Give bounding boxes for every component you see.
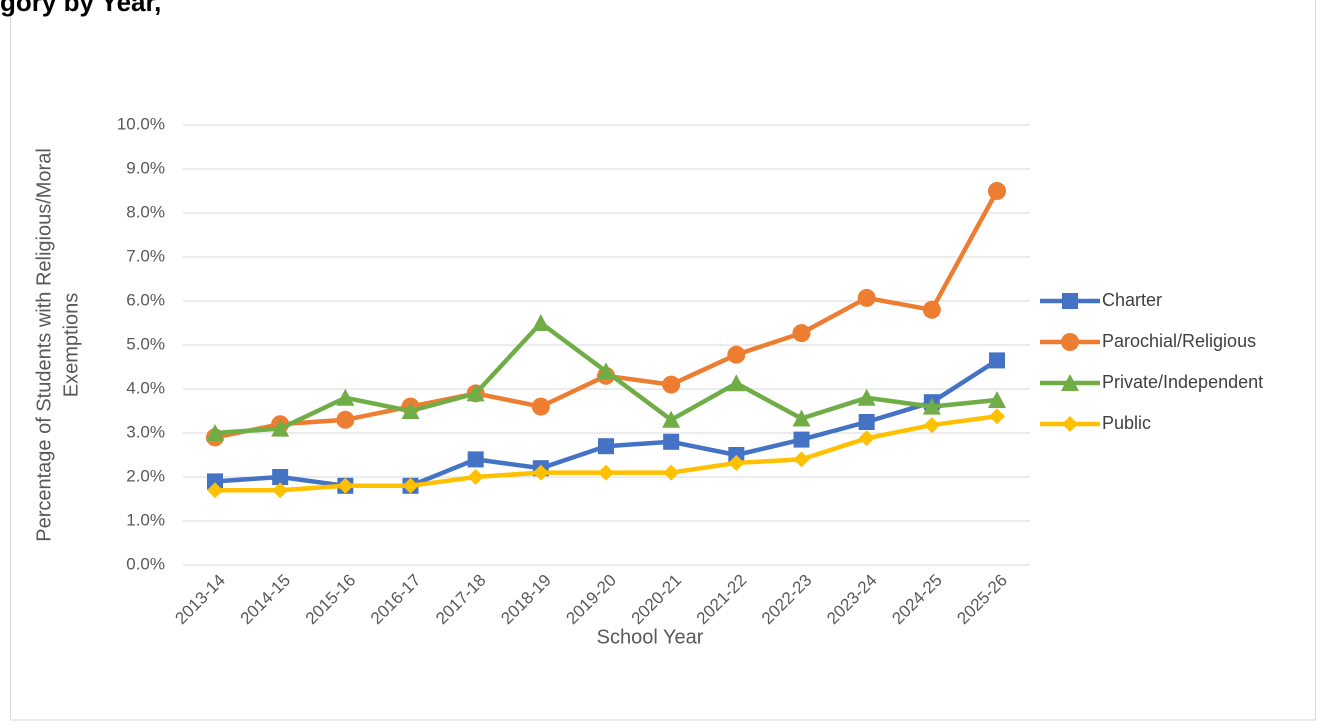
y-tick-label: 6.0% [126, 290, 165, 309]
y-tick-label: 5.0% [126, 334, 165, 353]
marker [532, 464, 549, 481]
marker [207, 473, 223, 490]
legend-text: Parochial/Religious [1102, 331, 1256, 351]
x-tick-label: 2025-26 [953, 571, 1011, 629]
marker [336, 410, 355, 429]
marker [597, 362, 615, 380]
y-tick-label: 7.0% [126, 246, 165, 265]
marker [793, 431, 810, 448]
marker [466, 384, 485, 402]
marker [402, 477, 419, 494]
marker [727, 345, 746, 364]
marker [207, 482, 223, 499]
marker [793, 451, 810, 468]
legend-text: Charter [1102, 290, 1162, 310]
x-tick-label: 2017-18 [432, 571, 490, 629]
legend-marker [1062, 416, 1078, 432]
marker [989, 408, 1005, 425]
legend-text: Private/Independent [1102, 372, 1263, 392]
marker [206, 424, 224, 441]
x-axis-title: School Year [597, 626, 704, 648]
marker [598, 464, 614, 481]
marker [923, 417, 940, 434]
y-tick-label: 8.0% [126, 202, 165, 221]
y-tick-label: 0.0% [126, 554, 165, 573]
x-tick-label: 2020-21 [628, 571, 686, 629]
y-axis-title: Percentage of Students with Religious/Mo… [33, 148, 82, 542]
legend-text: Public [1102, 413, 1151, 433]
marker [272, 469, 289, 485]
marker [989, 352, 1005, 369]
y-axis-title-line: Percentage of Students with Religious/Mo… [33, 148, 55, 542]
y-tick-label: 3.0% [126, 422, 165, 441]
y-tick-label: 10.0% [117, 114, 165, 133]
marker [662, 375, 681, 394]
marker [336, 388, 355, 406]
x-tick-label: 2018-19 [497, 571, 555, 629]
y-tick-label: 9.0% [126, 158, 165, 177]
x-tick-label: 2022-23 [758, 571, 816, 629]
marker [792, 324, 811, 343]
marker [858, 430, 875, 447]
marker [271, 419, 290, 437]
legend-marker [1062, 293, 1078, 309]
chart-title: gory by Year, [0, 0, 161, 17]
x-tick-label: 2013-14 [171, 571, 229, 629]
marker [857, 388, 876, 406]
y-tick-label: 4.0% [126, 378, 165, 397]
marker [858, 414, 875, 430]
marker [531, 314, 550, 331]
marker [337, 477, 354, 494]
marker [663, 433, 680, 450]
marker [988, 391, 1006, 408]
marker [272, 482, 289, 499]
marker [531, 397, 550, 416]
marker [727, 374, 746, 392]
x-tick-label: 2021-22 [693, 571, 751, 629]
marker [922, 300, 941, 319]
marker [857, 288, 876, 307]
x-tick-label: 2024-25 [888, 571, 946, 629]
marker [663, 464, 680, 481]
x-tick-label: 2019-20 [562, 571, 620, 629]
marker [662, 410, 681, 428]
marker [988, 182, 1006, 200]
marker [792, 409, 811, 427]
x-tick-label: 2016-17 [367, 571, 425, 629]
x-tick-label: 2014-15 [237, 571, 295, 629]
marker [598, 438, 614, 455]
y-axis-title-line: Exemptions [60, 293, 82, 398]
legend-marker [1061, 374, 1079, 391]
y-tick-label: 1.0% [126, 510, 165, 529]
marker [401, 402, 420, 419]
marker [467, 451, 484, 468]
legend-marker [1061, 333, 1079, 351]
x-tick-label: 2023-24 [823, 571, 881, 629]
x-tick-label: 2015-16 [302, 571, 360, 629]
marker [467, 469, 484, 485]
marker [922, 397, 941, 415]
marker [728, 454, 745, 471]
chart-frame [10, 0, 1316, 721]
y-tick-label: 2.0% [126, 466, 165, 485]
